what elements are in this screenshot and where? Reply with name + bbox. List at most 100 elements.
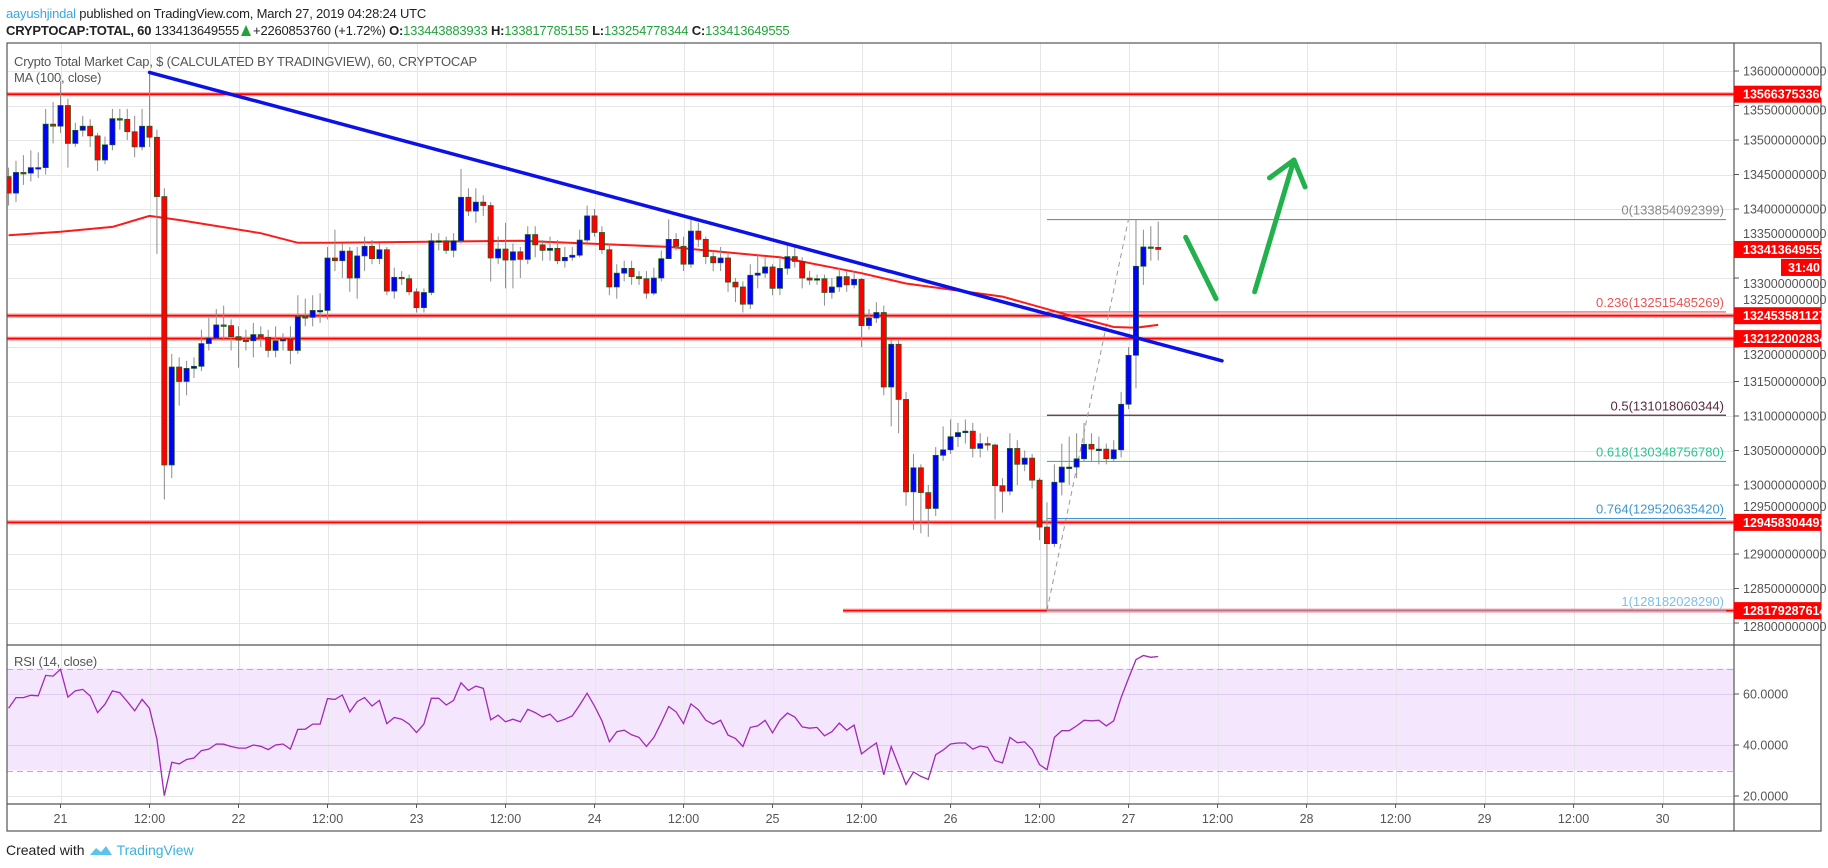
- candle-down: [146, 125, 153, 138]
- candle-up: [947, 436, 954, 451]
- price-tick-label: 132000000000: [1743, 348, 1826, 362]
- candle-up: [866, 317, 872, 326]
- price-tick-label: 134500000000: [1743, 168, 1826, 182]
- candle-down: [242, 339, 249, 342]
- candle-down: [539, 244, 546, 251]
- candle-down: [517, 251, 524, 260]
- candle-down: [806, 277, 813, 281]
- candle-up: [569, 254, 576, 258]
- time-tick-label: 12:00: [668, 812, 699, 826]
- candle-down: [673, 239, 680, 247]
- candle-down: [7, 176, 12, 194]
- author-link[interactable]: aayushjindal: [6, 6, 76, 21]
- candle-down: [176, 366, 183, 382]
- candle-up: [547, 247, 553, 251]
- candle-down: [398, 276, 405, 280]
- candle-down: [383, 249, 390, 292]
- high-label: H:: [490, 23, 505, 38]
- rsi-tick-label: 40.0000: [1743, 739, 1788, 753]
- fib-diagonal: [1046, 218, 1130, 611]
- candle-up: [658, 258, 665, 279]
- candle-down: [895, 343, 902, 400]
- level-price-tag: 132453581127: [1743, 309, 1826, 323]
- time-tick-label: 30: [1656, 812, 1670, 826]
- candle-up: [747, 274, 754, 305]
- candle-down: [917, 467, 924, 493]
- grid: [7, 43, 1734, 804]
- price-tick-label: 135500000000: [1743, 104, 1826, 118]
- rsi-legend[interactable]: RSI (14, close): [14, 654, 97, 669]
- candle-up: [317, 310, 324, 313]
- level-price-tag-bg: [1734, 602, 1821, 620]
- low-value: 133254778344: [603, 23, 689, 38]
- price-tick-label: 130500000000: [1743, 444, 1826, 458]
- candle-down: [257, 334, 264, 338]
- last-price: 133413649555: [154, 23, 240, 38]
- candle-up: [13, 172, 19, 194]
- candle-up: [250, 334, 257, 342]
- candle-down: [131, 131, 138, 148]
- candle-down: [1044, 526, 1050, 545]
- candle-down: [287, 339, 294, 351]
- time-tick-label: 21: [54, 812, 68, 826]
- candle-up: [139, 125, 146, 148]
- arrow-head: [1266, 157, 1308, 190]
- candle-up: [910, 467, 917, 493]
- level-price-tag: 132122002834: [1743, 332, 1826, 346]
- time-tick-label: 23: [410, 812, 424, 826]
- candle-down: [1014, 448, 1021, 465]
- last-price-tag: 133413649555: [1743, 243, 1826, 257]
- close-value: 133413649555: [705, 23, 790, 38]
- price-tick-label: 129000000000: [1743, 548, 1826, 562]
- candle-down: [235, 336, 242, 341]
- candle-down: [116, 118, 123, 121]
- bar-countdown: 31:40: [1788, 261, 1820, 275]
- candle-up: [376, 249, 383, 260]
- candle-down: [554, 247, 561, 262]
- rsi-tick-label: 60.0000: [1743, 688, 1788, 702]
- candle-up: [851, 279, 858, 286]
- candle-down: [769, 266, 776, 289]
- price-tick-label: 134000000000: [1743, 203, 1826, 217]
- candle-up: [754, 272, 761, 276]
- candle-down: [20, 172, 27, 175]
- candle-up: [932, 454, 939, 509]
- trendline: [147, 70, 1224, 363]
- footer: Created with TradingView: [6, 842, 194, 858]
- time-tick-label: 28: [1300, 812, 1314, 826]
- rsi-line: [8, 654, 1159, 796]
- time-tick-label: 12:00: [1558, 812, 1589, 826]
- price-tick-label: 133000000000: [1743, 277, 1826, 291]
- fib-level-label: 0(133854092399): [1621, 203, 1724, 218]
- candle-up: [1095, 448, 1102, 451]
- publish-info: aayushjindal published on TradingView.co…: [6, 6, 426, 21]
- candle-up: [762, 266, 769, 274]
- price-tick-label: 135000000000: [1743, 134, 1826, 148]
- rsi-tick-label: 20.0000: [1743, 790, 1788, 804]
- time-tick-label: 25: [766, 812, 780, 826]
- candle-up: [1140, 246, 1147, 267]
- candle-down: [443, 240, 450, 251]
- candle-up: [324, 257, 331, 311]
- time-tick-label: 29: [1478, 812, 1492, 826]
- candle-down: [1036, 479, 1043, 528]
- time-tick-label: 12:00: [312, 812, 343, 826]
- candle-down: [64, 105, 71, 144]
- candle-up: [1125, 354, 1132, 405]
- tradingview-link[interactable]: TradingView: [116, 842, 194, 858]
- candle-up: [1066, 466, 1073, 469]
- ma-legend[interactable]: MA (100, close): [14, 70, 102, 85]
- candle-down: [821, 278, 828, 293]
- candle-up: [183, 368, 190, 382]
- price-tick-label: 131000000000: [1743, 410, 1826, 424]
- candle-up: [35, 167, 42, 170]
- candle-down: [739, 286, 746, 305]
- series-title: Crypto Total Market Cap, $ (CALCULATED B…: [14, 54, 478, 69]
- candle-down: [487, 205, 494, 259]
- candle-up: [621, 267, 628, 274]
- candle-up: [613, 272, 620, 288]
- candle-up: [472, 201, 479, 212]
- candle-down: [969, 430, 976, 449]
- candle-up: [955, 432, 961, 438]
